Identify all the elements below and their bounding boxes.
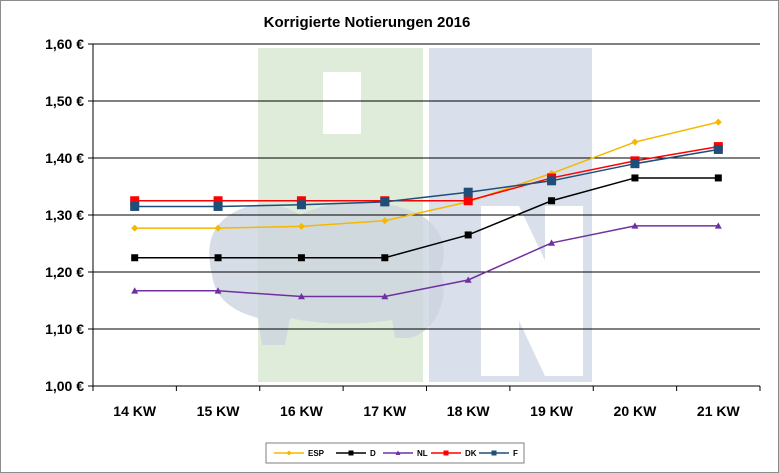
y-tick-label: 1,20 €: [45, 264, 84, 280]
legend-label: D: [370, 449, 376, 458]
x-tick-label: 19 KW: [530, 403, 574, 419]
series-d: [131, 174, 722, 262]
series-dk: [130, 142, 723, 206]
legend-item-dk: DK: [431, 449, 477, 458]
data-point: [296, 200, 306, 210]
data-point: [297, 222, 305, 230]
chart-title: Korrigierte Notierungen 2016: [264, 14, 471, 31]
legend-marker: [348, 450, 354, 456]
data-point: [130, 196, 140, 206]
legend-item-d: D: [336, 449, 376, 458]
series-f: [130, 144, 723, 211]
data-point: [380, 197, 390, 207]
axes: [88, 43, 761, 391]
x-tick-labels: 14 KW 15 KW 16 KW 17 KW 18 KW 19 KW 20 KW 21 KW: [113, 403, 740, 419]
data-point: [214, 254, 222, 262]
series-line: [134, 121, 719, 229]
y-tick-label: 1,40 €: [45, 150, 84, 166]
y-tick-label: 1,60 €: [45, 36, 84, 52]
legend-label: NL: [417, 449, 428, 458]
data-point: [381, 254, 389, 262]
legend-items: ESP D NL DK F: [274, 449, 518, 458]
legend-label: DK: [465, 449, 477, 458]
series-line: [134, 148, 719, 208]
data-point: [463, 187, 473, 197]
data-point: [631, 222, 639, 229]
data-point: [214, 224, 222, 232]
data-point: [464, 276, 472, 283]
data-point: [381, 217, 389, 225]
data-point: [213, 201, 223, 211]
data-point: [463, 196, 473, 206]
x-tick-label: 21 KW: [697, 403, 741, 419]
data-point: [131, 224, 139, 232]
x-tick-label: 20 KW: [614, 403, 658, 419]
data-point: [547, 176, 557, 186]
x-tick-label: 17 KW: [363, 403, 407, 419]
legend: ESP D NL DK F: [265, 442, 525, 464]
data-point: [297, 254, 305, 262]
data-point: [713, 144, 723, 154]
y-tick-labels: 1,00 € 1,10 € 1,20 € 1,30 € 1,40 € 1,50 € 1,60…: [45, 36, 84, 394]
legend-item-f: F: [479, 449, 518, 458]
data-point: [131, 287, 139, 294]
series-line: [134, 145, 719, 202]
data-point: [131, 254, 139, 262]
data-point: [297, 293, 305, 300]
y-tick-label: 1,50 €: [45, 93, 84, 109]
series-line: [134, 225, 719, 298]
legend-label: ESP: [308, 449, 325, 458]
data-point: [548, 197, 556, 205]
legend-item-nl: NL: [383, 449, 428, 458]
data-point: [548, 239, 556, 246]
data-point: [381, 293, 389, 300]
data-point: [213, 196, 223, 206]
legend-marker: [286, 450, 292, 456]
grid-lines: [93, 43, 760, 387]
data-point: [714, 222, 722, 229]
data-point: [464, 231, 472, 239]
legend-item-esp: ESP: [274, 449, 325, 458]
legend-marker: [395, 450, 401, 455]
y-tick-label: 1,30 €: [45, 207, 84, 223]
x-tick-label: 18 KW: [447, 403, 491, 419]
data-series: [130, 118, 723, 300]
data-point: [214, 287, 222, 294]
x-tick-label: 16 KW: [280, 403, 324, 419]
series-nl: [131, 222, 722, 300]
series-line: [134, 177, 719, 259]
y-tick-label: 1,10 €: [45, 321, 84, 337]
y-tick-label: 1,00 €: [45, 378, 84, 394]
data-point: [714, 118, 722, 126]
data-point: [714, 174, 722, 182]
data-point: [631, 138, 639, 146]
legend-marker: [491, 450, 497, 456]
data-point: [130, 201, 140, 211]
legend-marker: [443, 450, 449, 456]
data-point: [631, 174, 639, 182]
data-point: [630, 159, 640, 169]
legend-label: F: [513, 449, 518, 458]
x-tick-label: 14 KW: [113, 403, 157, 419]
x-tick-label: 15 KW: [197, 403, 241, 419]
